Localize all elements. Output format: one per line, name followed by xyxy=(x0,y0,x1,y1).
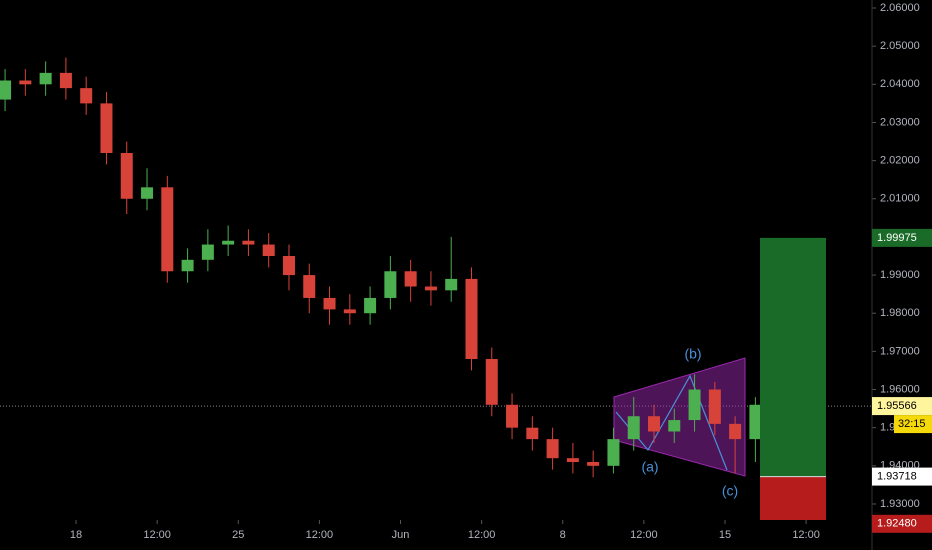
candle-body xyxy=(39,72,52,85)
candle-body xyxy=(303,275,316,298)
x-tick-label: 12:00 xyxy=(306,529,334,541)
x-tick-label: 15 xyxy=(719,529,731,541)
candle-body xyxy=(648,416,660,432)
target-label: 1.99975 xyxy=(877,232,917,244)
y-tick-label: 2.06000 xyxy=(880,2,920,14)
candle-body xyxy=(19,80,32,85)
plot-area: (a) (b) (c) xyxy=(0,57,872,520)
candle-body xyxy=(404,271,417,287)
y-tick-label: 1.97000 xyxy=(880,345,920,357)
x-tick-label: 12:00 xyxy=(630,529,658,541)
last-price-label: 1.95566 xyxy=(877,400,917,412)
candle-body xyxy=(323,297,336,310)
x-tick-label: 25 xyxy=(232,529,244,541)
y-tick-label: 2.01000 xyxy=(880,193,920,205)
candle-body xyxy=(526,427,539,440)
loss-zone xyxy=(760,476,826,520)
x-tick-label: 12:00 xyxy=(143,529,171,541)
profit-zone xyxy=(760,237,826,477)
candle-body xyxy=(364,297,377,314)
last-price-label-bg xyxy=(872,397,932,416)
candle-body xyxy=(668,420,681,432)
entry-label-bg xyxy=(872,467,932,486)
wave-label: (b) xyxy=(684,346,701,362)
x-tick-label: Jun xyxy=(392,529,410,541)
countdown-bg xyxy=(894,415,932,434)
candle-body xyxy=(100,103,113,153)
candle-body xyxy=(627,416,640,440)
target-label-bg xyxy=(872,228,932,247)
candle-body xyxy=(222,240,235,245)
candle-body xyxy=(59,72,72,89)
axes: 2.06000 2.05000 2.04000 2.03000 2.02000 2.010… xyxy=(70,0,932,550)
y-tick-label: 2.03000 xyxy=(880,116,920,128)
x-tick-label: 12:00 xyxy=(468,529,496,541)
x-tick-label: 8 xyxy=(560,529,566,541)
candle-body xyxy=(201,244,214,260)
stop-label-bg xyxy=(872,514,932,533)
candle-body xyxy=(161,187,174,272)
x-tick-label: 18 xyxy=(70,529,82,541)
candle-body xyxy=(384,271,397,298)
y-tick-label: 1.96000 xyxy=(880,383,920,395)
stop-label: 1.92480 xyxy=(877,518,917,530)
candle-body xyxy=(546,439,559,459)
candle-body xyxy=(120,152,133,199)
candle-body xyxy=(708,389,721,424)
candle-body xyxy=(282,255,295,276)
y-tick-label: 1.93000 xyxy=(880,498,920,510)
candle-body xyxy=(566,458,579,463)
candle-body xyxy=(445,278,458,291)
candle-body xyxy=(729,423,742,440)
candle-body xyxy=(607,439,620,466)
x-tick-label: 12:00 xyxy=(792,529,820,541)
wave-label: (a) xyxy=(641,459,658,475)
candle-body xyxy=(141,187,154,199)
wave-label: (c) xyxy=(722,483,738,499)
countdown: 32:15 xyxy=(898,418,926,430)
candle-body xyxy=(506,404,519,428)
y-tick-label: 2.05000 xyxy=(880,40,920,52)
candle-body xyxy=(587,462,600,466)
candle-body xyxy=(262,244,275,256)
candle-body xyxy=(80,88,93,104)
candle-body xyxy=(0,80,12,100)
y-tick-label: 2.02000 xyxy=(880,155,920,167)
y-tick-label: 2.04000 xyxy=(880,78,920,90)
candle-body xyxy=(749,404,762,440)
candle-body xyxy=(181,259,194,272)
entry-label: 1.93718 xyxy=(877,470,917,482)
candle-body xyxy=(424,286,437,291)
candle-body xyxy=(242,240,255,245)
triangle-pattern xyxy=(613,357,746,477)
y-tick-label: 1.98000 xyxy=(880,307,920,319)
candle-body xyxy=(343,309,356,314)
y-tick-label: 1.99000 xyxy=(880,269,920,281)
candle-body xyxy=(688,389,701,421)
candle-body xyxy=(485,359,498,405)
candle-body xyxy=(465,278,478,360)
